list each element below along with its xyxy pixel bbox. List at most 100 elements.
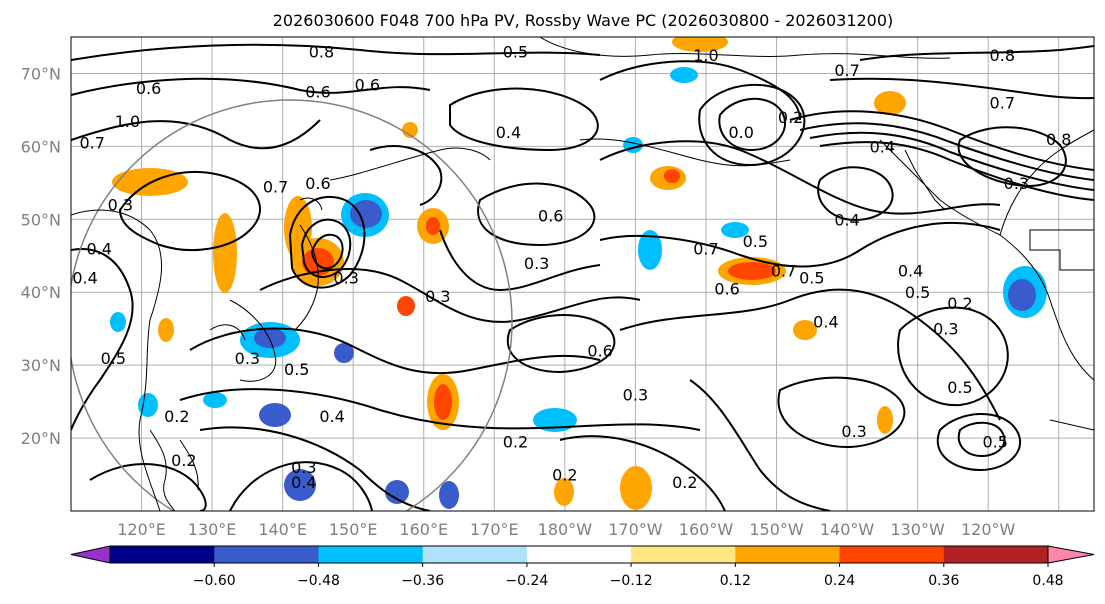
contour-label: 0.2 [552, 466, 577, 485]
contour-label: 0.3 [108, 196, 133, 215]
x-tick-label: 170°E [470, 520, 519, 539]
colorbar-high-extension [1047, 545, 1095, 564]
colorbar-tick-label: 0.12 [720, 573, 751, 589]
colorbar [70, 545, 1095, 564]
y-tick-label: 70°N [21, 64, 61, 83]
x-tick-label: 150°E [329, 520, 378, 539]
contour-label: 0.3 [235, 349, 260, 368]
colorbar-tick-label: 0.48 [1032, 573, 1063, 589]
negative-anomaly-blob [350, 200, 382, 228]
negative-anomaly-blob [203, 392, 227, 408]
x-tick-label: 160°W [679, 520, 734, 539]
contour-label: 0.4 [496, 123, 521, 142]
contour-labels: 0.61.00.70.80.60.5 1.00.40.60.60.7 0.50.70… [72, 43, 1071, 492]
colorbar-segment [214, 546, 319, 563]
colorbar-tick-label: −0.24 [505, 573, 548, 589]
contour-label: 0.5 [947, 378, 972, 397]
contour-label: 0.2 [171, 451, 196, 470]
colorbar-segment [318, 546, 424, 563]
contour-label: 1.0 [115, 112, 140, 131]
contour-label: 0.6 [538, 207, 563, 226]
contour-label: 0.6 [587, 342, 612, 361]
contour-label: 0.4 [870, 137, 895, 156]
colorbar-ticks: −0.60 −0.48 −0.36 −0.24 −0.12 0.12 0.24 0.36 0.4… [193, 563, 1064, 589]
x-tick-label: 140°E [258, 520, 307, 539]
contour-label: 0.5 [983, 433, 1008, 452]
contour-label: 0.3 [291, 458, 316, 477]
pv-contours [71, 43, 1094, 511]
colorbar-segment [631, 546, 736, 563]
map-frame [70, 36, 1095, 512]
contour-label: 0.7 [771, 261, 796, 280]
positive-anomaly-blob [213, 213, 237, 293]
x-tick-label: 140°W [820, 520, 875, 539]
contour-label: 0.4 [834, 210, 859, 229]
y-tick-label: 50°N [21, 210, 61, 229]
negative-anomaly-blob [1008, 279, 1036, 311]
colorbar-segment [526, 546, 632, 563]
contour-label: 0.7 [79, 134, 104, 153]
coastlines [71, 37, 1094, 511]
y-tick-label: 30°N [21, 356, 61, 375]
contour-label: 0.6 [305, 174, 330, 193]
negative-anomaly-blob [110, 312, 126, 332]
x-tick-label: 160°E [399, 520, 448, 539]
map-area [71, 37, 1094, 511]
chart-title: 2026030600 F048 700 hPa PV, Rossby Wave … [273, 11, 894, 30]
positive-anomaly-blob [874, 91, 906, 115]
negative-anomaly-blob [721, 222, 749, 238]
contour-label: 0.7 [263, 177, 288, 196]
negative-anomaly-blob [670, 67, 698, 83]
contour-label: 0.7 [990, 94, 1015, 113]
x-tick-label: 180°W [538, 520, 593, 539]
contour-label: 0.3 [933, 320, 958, 339]
contour-label: 0.4 [898, 261, 923, 280]
contour-label: 0.7 [693, 239, 718, 258]
colorbar-frame [109, 545, 1049, 564]
contour-label: 0.6 [714, 280, 739, 299]
x-tick-label: 120°W [961, 520, 1016, 539]
negative-anomaly-blob [259, 403, 291, 427]
x-tick-label: 150°W [749, 520, 804, 539]
positive-anomaly-blob [664, 169, 680, 183]
y-axis-ticks: 70°N 60°N 50°N 40°N 30°N 20°N [21, 64, 61, 448]
colorbar-low-extension [70, 545, 111, 564]
contour-label: 0.4 [319, 407, 344, 426]
contour-label: 0.5 [799, 269, 824, 288]
contour-label: 0.7 [834, 61, 859, 80]
negative-anomaly-blob [439, 481, 459, 509]
colorbar-tick-label: −0.12 [610, 573, 653, 589]
region-circle [71, 99, 513, 511]
contour-label: 0.6 [305, 83, 330, 102]
positive-anomaly-blob [426, 217, 440, 235]
positive-anomaly-blob [672, 37, 728, 52]
positive-anomaly-blob [793, 320, 817, 340]
colorbar-segment [422, 546, 528, 563]
x-tick-label: 120°E [117, 520, 166, 539]
positive-anomaly-blob [877, 406, 893, 434]
contour-label: 0.3 [1004, 174, 1029, 193]
contour-label: 0.8 [309, 43, 334, 62]
colorbar-tick-label: −0.36 [401, 573, 444, 589]
contour-label: 0.2 [672, 473, 697, 492]
y-tick-label: 60°N [21, 137, 61, 156]
y-tick-label: 40°N [21, 283, 61, 302]
colorbar-segment [110, 546, 215, 563]
positive-anomaly-blob [554, 478, 574, 506]
contour-label: 0.5 [743, 232, 768, 251]
x-tick-label: 170°W [608, 520, 663, 539]
contour-label: 0.5 [101, 349, 126, 368]
contour-label: 0.6 [355, 75, 380, 94]
colorbar-tick-label: −0.60 [193, 573, 236, 589]
y-tick-label: 20°N [21, 429, 61, 448]
positive-anomaly-blob [397, 296, 415, 316]
contour-label: 0.3 [425, 287, 450, 306]
positive-anomaly-blob [158, 318, 174, 342]
positive-anomaly-blob [402, 122, 418, 138]
x-axis-ticks: 120°E 130°E 140°E 150°E 160°E 170°E 180°W 170°W… [117, 520, 1015, 539]
colorbar-segment [943, 546, 1049, 563]
contour-label: 0.5 [905, 283, 930, 302]
colorbar-tick-label: 0.24 [824, 573, 855, 589]
contour-label: 0.3 [623, 385, 648, 404]
